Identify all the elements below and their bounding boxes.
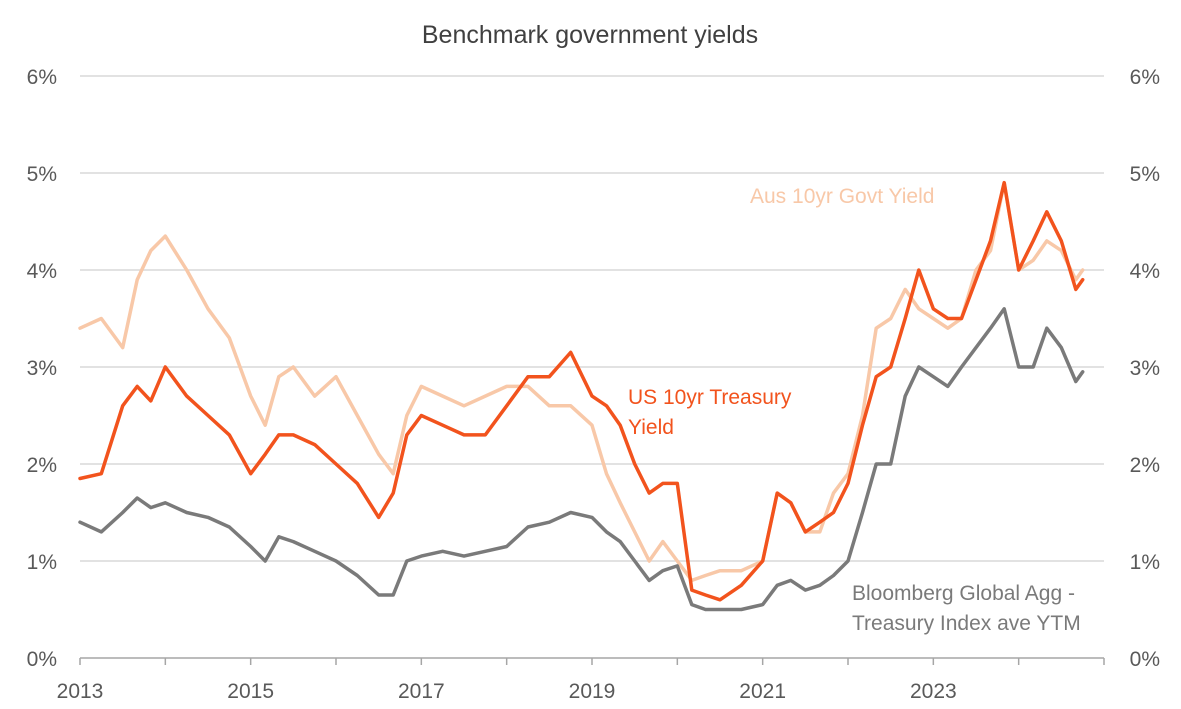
y-tick-label-right: 3%	[1130, 357, 1160, 380]
x-tick-label: 2023	[910, 680, 957, 703]
y-tick-label-left: 3%	[27, 357, 57, 380]
y-tick-label-right: 0%	[1130, 648, 1160, 671]
x-tick-label: 2013	[57, 680, 104, 703]
annotation-us-label-line1: US 10yr Treasury	[628, 386, 792, 409]
y-tick-label-left: 1%	[27, 551, 57, 574]
x-tick-label: 2021	[739, 680, 786, 703]
y-tick-label-left: 0%	[27, 648, 57, 671]
annotation-global-label-line2: Treasury Index ave YTM	[852, 612, 1081, 635]
y-tick-label-left: 6%	[27, 66, 57, 89]
y-tick-label-left: 5%	[27, 163, 57, 186]
chart-title: Benchmark government yields	[422, 21, 758, 49]
y-tick-label-right: 2%	[1130, 454, 1160, 477]
y-tick-label-right: 1%	[1130, 551, 1160, 574]
annotation-global-label-line1: Bloomberg Global Agg -	[852, 582, 1075, 605]
annotation-aus-label: Aus 10yr Govt Yield	[750, 185, 934, 208]
series-line-us	[78, 180, 1085, 602]
x-tick-label: 2017	[398, 680, 445, 703]
x-tick-label: 2015	[227, 680, 274, 703]
y-axis-left: 0% 1% 2% 3% 4% 5% 6%	[27, 66, 57, 671]
series-lines	[78, 180, 1085, 612]
y-tick-label-right: 4%	[1130, 260, 1160, 283]
y-tick-label-left: 2%	[27, 454, 57, 477]
y-tick-label-left: 4%	[27, 260, 57, 283]
x-axis: 2013 2015 2017 2019 2021 2023	[57, 657, 1105, 703]
gridlines	[80, 75, 1104, 562]
annotation-us-label-line2: Yield	[628, 416, 674, 439]
y-axis-right: 0% 1% 2% 3% 4% 5% 6%	[1130, 66, 1160, 671]
series-line-global	[78, 307, 1085, 612]
x-tick-label: 2019	[569, 680, 616, 703]
y-tick-label-right: 5%	[1130, 163, 1160, 186]
series-line-aus	[78, 180, 1085, 583]
y-tick-label-right: 6%	[1130, 66, 1160, 89]
